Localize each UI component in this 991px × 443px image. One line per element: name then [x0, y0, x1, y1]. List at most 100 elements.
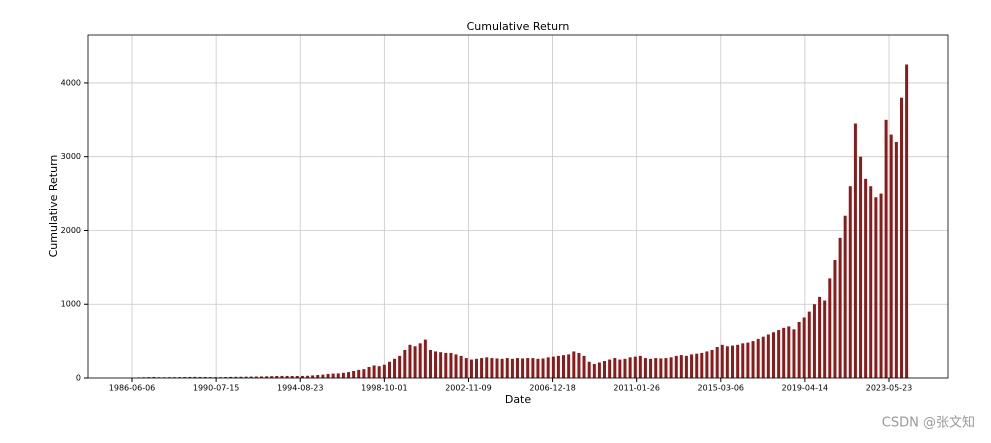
bar [797, 321, 801, 378]
bar [736, 344, 740, 378]
y-axis-label: Cumulative Return [47, 155, 60, 258]
bar [746, 342, 750, 378]
bar [613, 358, 617, 378]
bar [357, 369, 361, 378]
plot-frame [87, 34, 949, 379]
bar [526, 358, 530, 378]
bar [167, 377, 171, 378]
bar [638, 355, 642, 378]
bar [536, 358, 540, 378]
bar [818, 296, 822, 378]
bar [848, 186, 852, 378]
x-axis-label: Date [505, 393, 532, 406]
bar [300, 375, 304, 378]
bar [449, 352, 453, 378]
bar [812, 304, 816, 378]
bar [771, 332, 775, 378]
bar [900, 97, 904, 379]
bar [751, 341, 755, 378]
y-tick-label: 1000 [61, 300, 81, 309]
bar [485, 357, 489, 378]
bar [311, 375, 315, 378]
x-tick-label: 1998-10-01 [361, 384, 408, 393]
bar [864, 178, 868, 378]
bar [792, 329, 796, 378]
bar [224, 377, 228, 378]
y-tick-label: 2000 [61, 226, 81, 235]
bar [377, 366, 381, 378]
bar [362, 369, 366, 378]
bar [633, 356, 637, 378]
bar [500, 358, 504, 378]
bar [515, 358, 519, 378]
bar [193, 376, 197, 378]
bar [398, 355, 402, 378]
bar [654, 358, 658, 378]
bar [659, 358, 663, 378]
bar [326, 373, 330, 378]
bar [413, 346, 417, 378]
bar [439, 352, 443, 378]
bar [408, 344, 412, 378]
y-tick-label: 4000 [61, 78, 81, 87]
bar [521, 358, 525, 378]
bar [490, 358, 494, 378]
bar [572, 351, 576, 378]
bar [428, 349, 432, 378]
bar [905, 64, 909, 379]
bar [265, 376, 269, 378]
watermark: CSDN @张文知 [882, 415, 975, 431]
bar [582, 355, 586, 378]
bar [316, 375, 320, 378]
bar [843, 215, 847, 378]
bar [894, 141, 898, 378]
bar [372, 365, 376, 378]
bar [623, 358, 627, 378]
bar [884, 119, 888, 379]
bar [188, 376, 192, 378]
bar [254, 376, 258, 378]
bar [608, 359, 612, 378]
x-tick-label: 1994-08-23 [277, 384, 324, 393]
bar [649, 358, 653, 378]
bar [388, 361, 392, 378]
bar [720, 344, 724, 378]
bar [418, 343, 422, 378]
bar [434, 351, 438, 378]
bar [203, 376, 207, 378]
bar [306, 375, 310, 378]
bar [444, 352, 448, 378]
bar [674, 355, 678, 378]
y-tick-label: 0 [76, 374, 81, 383]
bar [331, 373, 335, 378]
bar [367, 366, 371, 378]
bar [725, 346, 729, 378]
bar [208, 377, 212, 378]
bar [715, 347, 719, 378]
bar [710, 349, 714, 378]
x-tick-label: 2002-11-09 [445, 384, 492, 393]
bar [833, 259, 837, 378]
bar [731, 345, 735, 378]
bar [838, 237, 842, 378]
bar [510, 358, 514, 378]
bar [474, 358, 478, 378]
bar [807, 311, 811, 378]
bar [219, 377, 223, 378]
bar [147, 377, 151, 378]
bar [551, 356, 555, 378]
bar [382, 364, 386, 378]
bar [859, 156, 863, 378]
bar [766, 334, 770, 378]
bar [321, 374, 325, 378]
bar [869, 186, 873, 378]
bar [602, 361, 606, 378]
x-tick-label: 2011-01-26 [613, 384, 660, 393]
bar [352, 370, 356, 378]
bar [244, 376, 248, 378]
bar [643, 358, 647, 378]
bar [541, 358, 545, 378]
bar [546, 357, 550, 378]
bar [761, 336, 765, 378]
